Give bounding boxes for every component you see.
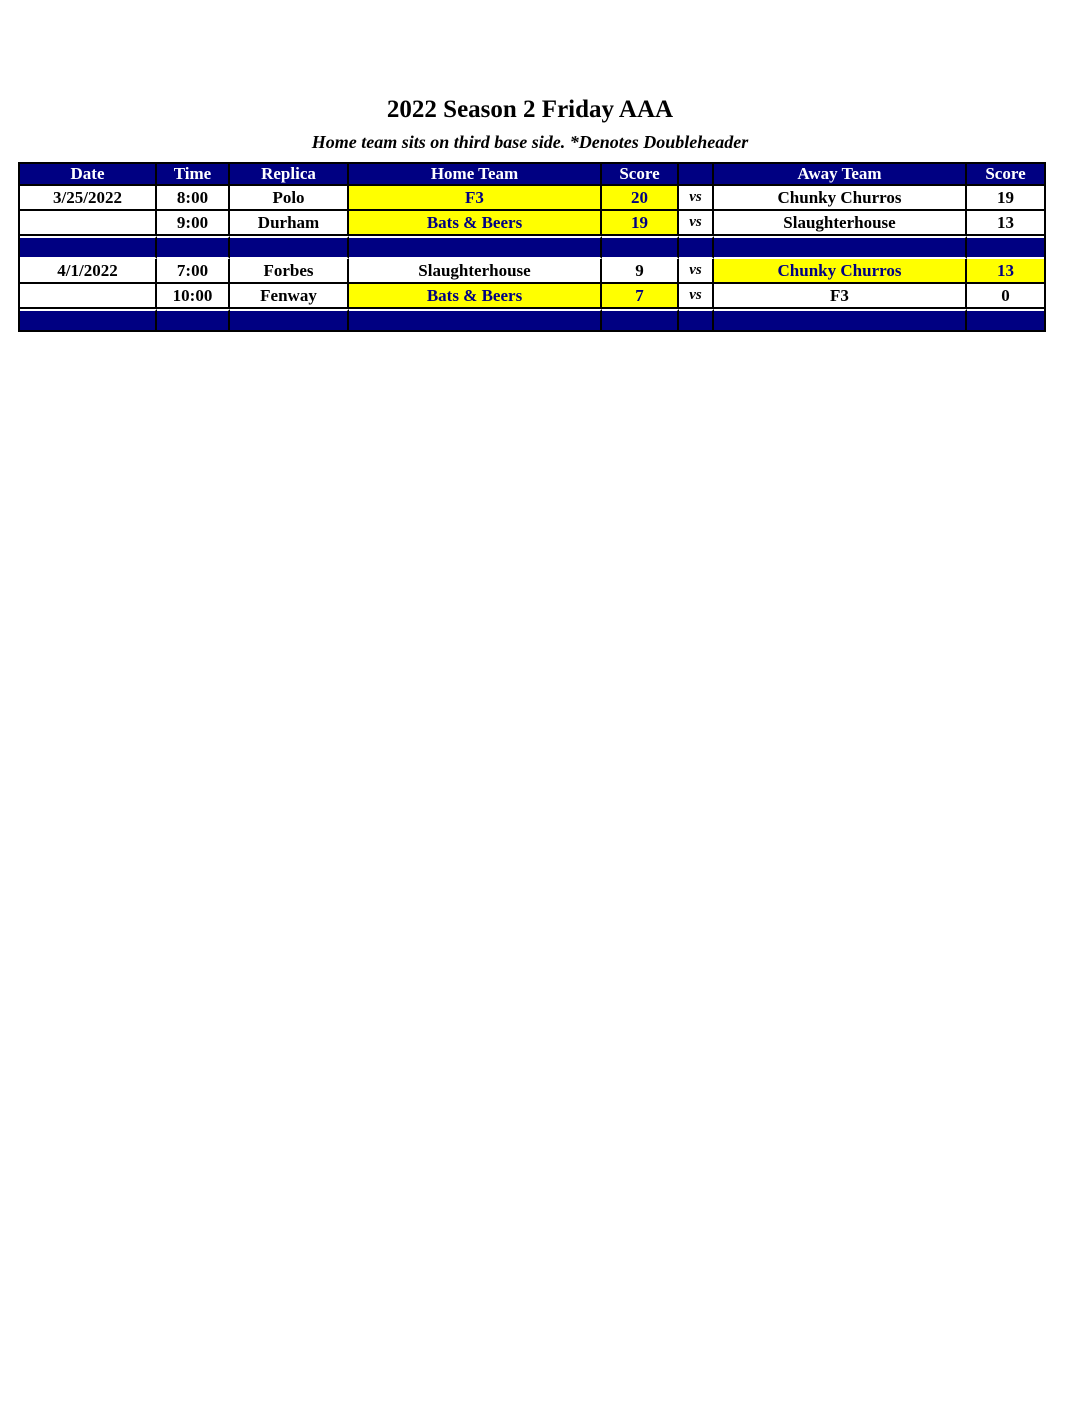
cell-home-team: Slaughterhouse <box>349 258 602 284</box>
cell-away-score: 19 <box>967 185 1044 211</box>
cell-away-score: 13 <box>967 210 1044 236</box>
column-header-replica: Replica <box>230 163 349 186</box>
cell-home-team: Bats & Beers <box>349 210 602 236</box>
schedule-table: Date Time Replica Home Team Score Away Team Sc… <box>18 161 1046 332</box>
cell-replica: Forbes <box>230 258 349 284</box>
cell-vs: vs <box>679 283 714 309</box>
separator-cell <box>602 235 679 259</box>
cell-time: 7:00 <box>157 258 230 284</box>
cell-date: 4/1/2022 <box>20 258 157 284</box>
separator-cell <box>967 308 1044 330</box>
cell-home-score: 7 <box>602 283 679 309</box>
separator-cell <box>20 308 157 330</box>
column-header-vs <box>679 163 714 186</box>
separator-cell <box>349 308 602 330</box>
cell-date <box>20 283 157 309</box>
cell-away-team: Chunky Churros <box>714 185 967 211</box>
column-header-home-team: Home Team <box>349 163 602 186</box>
cell-home-score: 20 <box>602 185 679 211</box>
separator-cell <box>602 308 679 330</box>
cell-replica: Fenway <box>230 283 349 309</box>
cell-away-score: 0 <box>967 283 1044 309</box>
page-title: 2022 Season 2 Friday AAA <box>386 96 674 123</box>
cell-date: 3/25/2022 <box>20 185 157 211</box>
cell-replica: Polo <box>230 185 349 211</box>
page-subtitle: Home team sits on third base side. *Deno… <box>311 131 749 152</box>
separator-cell <box>679 308 714 330</box>
cell-home-score: 9 <box>602 258 679 284</box>
document-header: 2022 Season 2 Friday AAA Home team sits … <box>18 96 1042 153</box>
cell-date <box>20 210 157 236</box>
cell-time: 8:00 <box>157 185 230 211</box>
column-header-home-score: Score <box>602 163 679 186</box>
cell-away-team: Chunky Churros <box>714 258 967 284</box>
separator-cell <box>714 308 967 330</box>
separator-cell <box>349 235 602 259</box>
cell-time: 9:00 <box>157 210 230 236</box>
separator-row <box>20 235 1044 259</box>
game-row: 10:00 Fenway Bats & Beers 7 vs F3 0 <box>20 283 1044 309</box>
game-row: 9:00 Durham Bats & Beers 19 vs Slaughterhouse… <box>20 210 1044 236</box>
separator-cell <box>20 235 157 259</box>
column-header-away-team: Away Team <box>714 163 967 186</box>
cell-home-team: F3 <box>349 185 602 211</box>
cell-away-team: F3 <box>714 283 967 309</box>
separator-cell <box>230 308 349 330</box>
column-header-away-score: Score <box>967 163 1044 186</box>
separator-cell <box>967 235 1044 259</box>
separator-cell <box>679 235 714 259</box>
cell-time: 10:00 <box>157 283 230 309</box>
separator-row <box>20 308 1044 330</box>
cell-vs: vs <box>679 258 714 284</box>
separator-cell <box>157 235 230 259</box>
cell-replica: Durham <box>230 210 349 236</box>
game-row: 3/25/2022 8:00 Polo F3 20 vs Chunky Churros 19 <box>20 185 1044 211</box>
table-body: 3/25/2022 8:00 Polo F3 20 vs Chunky Churros 19 9… <box>20 185 1044 330</box>
game-row: 4/1/2022 7:00 Forbes Slaughterhouse 9 vs Chunk… <box>20 258 1044 284</box>
cell-vs: vs <box>679 210 714 236</box>
document-sheet: 2022 Season 2 Friday AAA Home team sits … <box>0 0 1088 332</box>
separator-cell <box>157 308 230 330</box>
cell-vs: vs <box>679 185 714 211</box>
column-header-time: Time <box>157 163 230 186</box>
cell-away-score: 13 <box>967 258 1044 284</box>
separator-cell <box>714 235 967 259</box>
cell-home-team: Bats & Beers <box>349 283 602 309</box>
table-header-row: Date Time Replica Home Team Score Away Team Sc… <box>20 163 1044 186</box>
separator-cell <box>230 235 349 259</box>
cell-home-score: 19 <box>602 210 679 236</box>
cell-away-team: Slaughterhouse <box>714 210 967 236</box>
column-header-date: Date <box>20 163 157 186</box>
